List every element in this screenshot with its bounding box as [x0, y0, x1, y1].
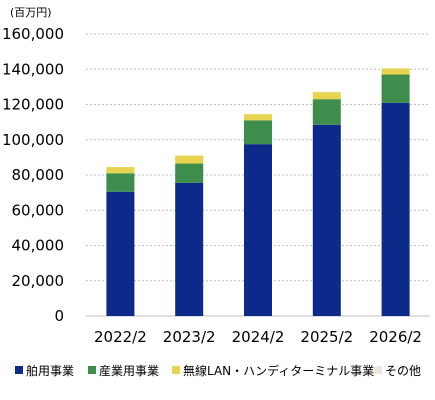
- bar-segment: [106, 191, 135, 316]
- bars: [106, 68, 410, 316]
- legend-label: 無線LAN・ハンディターミナル事業: [183, 363, 374, 378]
- x-tick-label: 2026/2: [369, 328, 422, 346]
- x-tick-label: 2024/2: [232, 328, 285, 346]
- legend-label: その他: [385, 364, 421, 378]
- bar-segment: [106, 167, 135, 174]
- bar-segment: [244, 120, 272, 145]
- legend-swatch: [15, 366, 23, 374]
- legend-swatch: [374, 366, 382, 374]
- bar-segment: [175, 182, 204, 316]
- bar-segment: [312, 99, 341, 125]
- bar-segment: [381, 102, 410, 316]
- legend-label: 産業用事業: [99, 363, 159, 378]
- bar-segment: [244, 114, 272, 121]
- y-tick-label: 100,000: [2, 131, 64, 149]
- y-tick-label: 160,000: [2, 25, 64, 43]
- legend: 舶用事業 産業用事業 無線LAN・ハンディターミナル事業 その他: [15, 363, 421, 378]
- y-axis-ticks: 0 20,000 40,000 60,000 80,000 100,000 120,000 1…: [2, 25, 64, 325]
- bar-segment: [312, 124, 341, 316]
- bar-segment: [175, 155, 204, 164]
- y-tick-label: 20,000: [12, 272, 65, 290]
- y-tick-label: 60,000: [12, 201, 65, 219]
- y-tick-label: 80,000: [12, 166, 65, 184]
- bar-segment: [381, 68, 410, 75]
- bar-segment: [312, 92, 341, 100]
- bar-segment: [244, 144, 272, 316]
- unit-label: (百万円): [10, 6, 52, 19]
- bar-segment: [175, 163, 204, 183]
- legend-label: 舶用事業: [26, 363, 74, 378]
- bar-segment: [106, 173, 135, 192]
- x-tick-label: 2023/2: [163, 328, 216, 346]
- x-tick-label: 2025/2: [300, 328, 353, 346]
- bar-segment: [381, 74, 410, 103]
- x-axis-ticks: 2022/2 2023/2 2024/2 2025/2 2026/2: [94, 328, 422, 346]
- y-tick-label: 40,000: [12, 237, 65, 255]
- y-tick-label: 0: [54, 307, 64, 325]
- legend-swatch: [172, 366, 180, 374]
- y-tick-label: 140,000: [2, 60, 64, 78]
- x-tick-label: 2022/2: [94, 328, 147, 346]
- legend-swatch: [88, 366, 96, 374]
- y-tick-label: 120,000: [2, 96, 64, 114]
